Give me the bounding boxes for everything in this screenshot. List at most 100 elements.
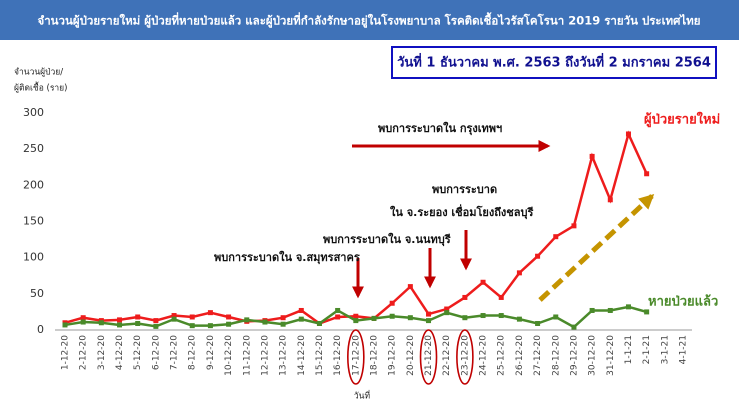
series-marker	[171, 316, 177, 322]
series-marker	[389, 300, 395, 306]
x-tick-label: 20-12-20	[406, 335, 416, 376]
series-marker	[498, 294, 504, 300]
highlight-circle	[347, 329, 365, 385]
x-tick-label: 11-12-20	[242, 335, 252, 376]
highlight-circle	[419, 329, 438, 385]
x-tick-label: 4-1-21	[679, 335, 689, 364]
series-marker	[62, 322, 68, 328]
x-tick-label: 21-12-20	[424, 335, 434, 376]
y-tick-label: 150	[23, 215, 44, 228]
series-line	[64, 130, 648, 325]
x-tick-label: 1-1-21	[624, 335, 634, 364]
x-tick-label: 30-12-20	[588, 335, 598, 376]
x-tick-label: 14-12-20	[297, 335, 307, 376]
x-tick-label: 9-12-20	[206, 335, 216, 370]
series-marker	[426, 318, 432, 324]
series-marker	[535, 253, 541, 259]
series-marker	[516, 316, 522, 322]
title-bar	[0, 0, 739, 40]
series-marker	[226, 314, 232, 320]
series-marker	[535, 320, 541, 326]
series-marker	[480, 313, 486, 319]
y-tick-label: 200	[23, 178, 44, 191]
x-tick-label: 8-12-20	[188, 335, 198, 370]
series-marker	[553, 234, 559, 240]
series-marker	[607, 307, 613, 313]
series-marker	[153, 318, 159, 324]
x-tick-label: 19-12-20	[388, 335, 398, 376]
x-tick-label: 4-12-20	[115, 335, 125, 370]
x-tick-label: 1-12-20	[61, 335, 71, 370]
subtitle-box	[391, 46, 717, 79]
highlight-circle	[456, 329, 474, 385]
x-tick-label: 27-12-20	[533, 335, 543, 376]
series-marker	[280, 315, 286, 321]
series-marker	[135, 320, 141, 326]
series-marker	[80, 319, 86, 325]
x-tick-label: 28-12-20	[551, 335, 561, 376]
series-marker	[135, 314, 141, 320]
x-tick-label: 24-12-20	[479, 335, 489, 376]
series-marker	[153, 323, 159, 329]
y-axis-label: จำนวนผู้ป่วย/	[14, 67, 63, 78]
x-tick-label: 17-12-20	[351, 335, 361, 376]
series-marker	[353, 318, 359, 324]
x-tick-label: 23-12-20	[460, 335, 470, 376]
trend-arrow	[538, 193, 655, 302]
annotation: พบการระบาดใน จ.นนทบุรี	[323, 232, 451, 247]
x-tick-label: 31-12-20	[606, 335, 616, 376]
series-marker	[389, 313, 395, 319]
series-marker	[589, 153, 595, 159]
x-tick-label: 22-12-20	[442, 335, 452, 376]
series-marker	[607, 197, 613, 203]
series-marker	[571, 223, 577, 229]
y-axis-label: ผู้ติดเชื้อ (ราย)	[14, 82, 67, 94]
series-marker	[117, 322, 123, 328]
series-marker	[444, 306, 450, 312]
series-marker	[625, 131, 631, 137]
series-marker	[335, 314, 341, 320]
series-marker	[298, 307, 304, 313]
x-tick-label: 7-12-20	[170, 335, 180, 370]
series-marker	[480, 279, 486, 285]
series-marker	[644, 171, 650, 177]
series-marker	[407, 315, 413, 321]
series-marker	[98, 320, 104, 326]
x-tick-label: 3-12-20	[97, 335, 107, 370]
series-marker	[207, 310, 213, 316]
series-marker	[516, 270, 522, 276]
x-tick-label: 3-1-21	[660, 335, 670, 364]
y-tick-label: 100	[23, 251, 44, 264]
series-marker	[553, 314, 559, 320]
annotation: พบการระบาดใน กรุงเทพฯ	[378, 121, 502, 136]
series-marker	[207, 323, 213, 329]
series-marker	[298, 316, 304, 322]
series-marker	[171, 313, 177, 319]
annotation: พบการระบาด	[432, 183, 497, 196]
y-tick-label: 300	[23, 106, 44, 119]
series-marker	[244, 317, 250, 323]
annotation: ใน จ.ระยอง เชื่อมโยงถึงชลบุรี	[390, 204, 533, 220]
series-marker	[407, 284, 413, 290]
series-marker	[226, 321, 232, 327]
series-marker	[371, 315, 377, 321]
series-marker	[589, 307, 595, 313]
series-marker	[444, 310, 450, 316]
y-tick-label: 0	[37, 323, 44, 336]
x-axis-label: วันที่	[354, 390, 371, 402]
series-marker	[189, 314, 195, 320]
series-marker	[498, 313, 504, 319]
series-marker	[117, 317, 123, 323]
x-tick-label: 12-12-20	[260, 335, 270, 376]
series-marker	[462, 315, 468, 321]
x-tick-label: 13-12-20	[279, 335, 289, 376]
subtitle: วันที่ 1 ธันวาคม พ.ศ. 2563 ถึงวันที่ 2 ม…	[397, 53, 711, 71]
series-marker	[335, 307, 341, 313]
annotation: พบการระบาดใน จ.สมุทรสาคร	[214, 250, 360, 265]
series-marker	[353, 313, 359, 319]
x-tick-label: 6-12-20	[151, 335, 161, 370]
series-marker	[189, 323, 195, 329]
series-marker	[316, 320, 322, 326]
chart-title: จำนวนผู้ป่วยรายใหม่ ผู้ป่วยที่หายป่วยแล้…	[37, 12, 700, 29]
